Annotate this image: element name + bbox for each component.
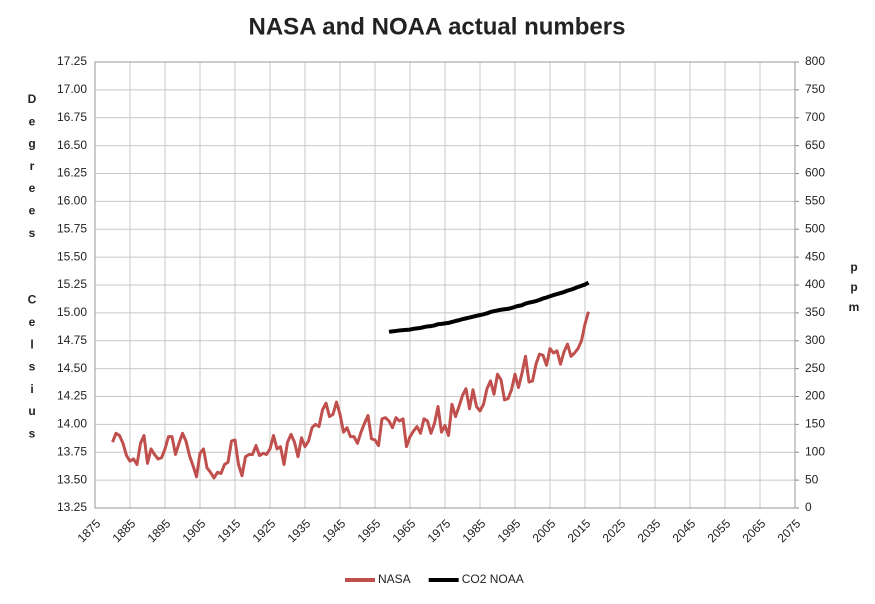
y2-tick-label: 0 bbox=[805, 500, 812, 514]
y-tick-label: 13.50 bbox=[57, 472, 87, 486]
y-tick-label: 14.75 bbox=[57, 333, 87, 347]
y-tick-label: 15.75 bbox=[57, 221, 87, 235]
y-tick-label: 14.00 bbox=[57, 417, 87, 431]
y2-tick-label: 500 bbox=[805, 221, 825, 235]
series-line bbox=[111, 311, 590, 480]
y-tick-label: 14.25 bbox=[57, 389, 87, 403]
x-tick-label: 1995 bbox=[495, 516, 524, 545]
series-line bbox=[388, 280, 590, 334]
x-tick-label: 2035 bbox=[635, 516, 664, 545]
y2-tick-label: 750 bbox=[805, 82, 825, 96]
y2-tick-label: 300 bbox=[805, 333, 825, 347]
y2-tick-label: 600 bbox=[805, 166, 825, 180]
y2-tick-label: 650 bbox=[805, 138, 825, 152]
x-tick-label: 1925 bbox=[250, 516, 279, 545]
y2-tick-label: 200 bbox=[805, 389, 825, 403]
x-tick-label: 2015 bbox=[565, 516, 594, 545]
y2-tick-label: 450 bbox=[805, 249, 825, 263]
x-tick-label: 1895 bbox=[145, 516, 174, 545]
x-tick-label: 1975 bbox=[425, 516, 454, 545]
x-tick-label: 1935 bbox=[285, 516, 314, 545]
x-tick-label: 1985 bbox=[460, 516, 489, 545]
chart-title: NASA and NOAA actual numbers bbox=[249, 13, 626, 40]
y-tick-label: 16.75 bbox=[57, 110, 87, 124]
y-tick-label: 15.50 bbox=[57, 249, 87, 263]
x-tick-label: 1945 bbox=[320, 516, 349, 545]
y2-tick-label: 50 bbox=[805, 472, 819, 486]
x-tick-label: 2055 bbox=[705, 516, 734, 545]
y2-tick-label: 250 bbox=[805, 361, 825, 375]
x-tick-label: 2065 bbox=[740, 516, 769, 545]
y-tick-label: 16.50 bbox=[57, 138, 87, 152]
x-tick-label: 1885 bbox=[110, 516, 139, 545]
legend-label: NASA bbox=[378, 572, 411, 586]
y-tick-label: 15.25 bbox=[57, 277, 87, 291]
y2-tick-label: 700 bbox=[805, 110, 825, 124]
legend-label: CO2 NOAA bbox=[462, 572, 524, 586]
y2-tick-label: 350 bbox=[805, 305, 825, 319]
y-tick-label: 16.00 bbox=[57, 194, 87, 208]
y-tick-label: 17.25 bbox=[57, 54, 87, 68]
y-tick-label: 16.25 bbox=[57, 166, 87, 180]
y2-tick-label: 800 bbox=[805, 54, 825, 68]
y2-tick-label: 400 bbox=[805, 277, 825, 291]
x-tick-label: 2075 bbox=[775, 516, 804, 545]
y2-tick-label: 550 bbox=[805, 194, 825, 208]
x-tick-label: 1875 bbox=[75, 516, 104, 545]
x-tick-label: 1905 bbox=[180, 516, 209, 545]
x-tick-label: 1955 bbox=[355, 516, 384, 545]
x-tick-label: 2045 bbox=[670, 516, 699, 545]
y-tick-label: 17.00 bbox=[57, 82, 87, 96]
x-tick-label: 1915 bbox=[215, 516, 244, 545]
y-tick-label: 13.75 bbox=[57, 444, 87, 458]
y2-tick-label: 150 bbox=[805, 417, 825, 431]
x-tick-label: 2025 bbox=[600, 516, 629, 545]
y-tick-label: 14.50 bbox=[57, 361, 87, 375]
x-tick-label: 2005 bbox=[530, 516, 559, 545]
plot-frame bbox=[94, 61, 796, 509]
y-tick-label: 13.25 bbox=[57, 500, 87, 514]
x-tick-label: 1965 bbox=[390, 516, 419, 545]
y2-tick-label: 100 bbox=[805, 444, 825, 458]
y-tick-label: 15.00 bbox=[57, 305, 87, 319]
